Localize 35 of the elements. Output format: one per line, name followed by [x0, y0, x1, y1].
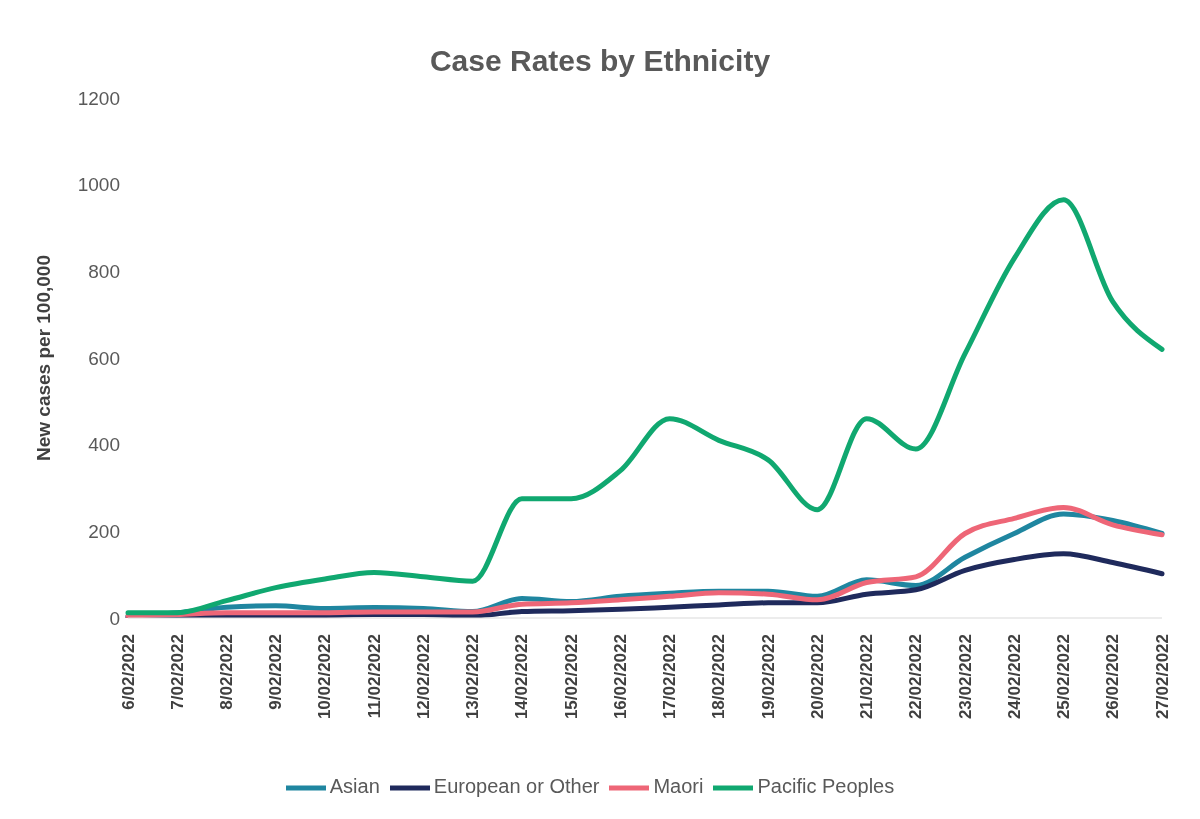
- x-tick-label: 15/02/2022: [561, 634, 581, 720]
- x-tick-label: 10/02/2022: [315, 634, 335, 720]
- legend-label: European or Other: [433, 775, 600, 798]
- legend-label: Pacific Peoples: [757, 775, 895, 798]
- y-tick-label: 0: [109, 607, 120, 629]
- x-tick-label: 11/02/2022: [364, 634, 384, 719]
- legend-label: Maori: [653, 775, 704, 798]
- x-tick-label: 14/02/2022: [512, 634, 532, 720]
- x-tick-label: 22/02/2022: [906, 634, 926, 720]
- x-tick-label: 8/02/2022: [216, 634, 236, 710]
- x-tick-label: 12/02/2022: [413, 634, 433, 720]
- x-tick-label: 24/02/2022: [1004, 634, 1024, 720]
- x-tick-label: 25/02/2022: [1054, 634, 1074, 720]
- y-axis-title: New cases per 100,000: [32, 255, 54, 461]
- x-tick-label: 9/02/2022: [266, 634, 286, 710]
- x-tick-label: 6/02/2022: [118, 634, 138, 710]
- x-tick-label: 27/02/2022: [1152, 634, 1172, 720]
- x-tick-label: 19/02/2022: [758, 634, 778, 720]
- x-tick-label: 7/02/2022: [167, 634, 187, 710]
- y-tick-label: 600: [88, 347, 120, 369]
- x-tick-label: 17/02/2022: [660, 634, 680, 720]
- x-tick-label: 23/02/2022: [955, 634, 975, 720]
- x-tick-label: 18/02/2022: [709, 634, 729, 720]
- y-tick-label: 1200: [77, 87, 120, 109]
- y-tick-label: 200: [88, 521, 120, 543]
- chart-title: Case Rates by Ethnicity: [428, 43, 772, 78]
- x-tick-label: 20/02/2022: [807, 634, 827, 720]
- x-tick-label: 21/02/2022: [857, 634, 877, 720]
- y-tick-label: 400: [88, 434, 120, 456]
- legend-label: Asian: [329, 775, 380, 798]
- x-tick-label: 16/02/2022: [610, 634, 630, 720]
- y-tick-label: 800: [88, 261, 120, 283]
- x-tick-label: 26/02/2022: [1103, 634, 1123, 720]
- y-tick-label: 1000: [77, 174, 120, 196]
- x-tick-label: 13/02/2022: [463, 634, 483, 720]
